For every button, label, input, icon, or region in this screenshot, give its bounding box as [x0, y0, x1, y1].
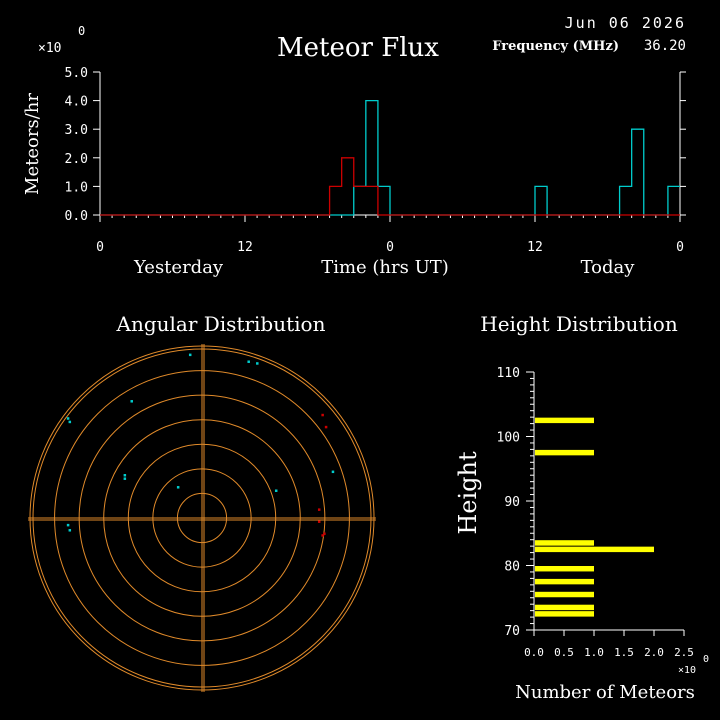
- flux-series-line-1: [100, 157, 680, 216]
- flux-bar: [366, 186, 378, 215]
- flux-bar: [354, 186, 366, 215]
- angular-point: [331, 470, 335, 474]
- height-bar: [535, 566, 594, 572]
- height-title: Height Distribution: [480, 312, 678, 336]
- angular-point: [66, 417, 70, 420]
- angular-point: [68, 529, 72, 532]
- angular-point: [323, 532, 326, 535]
- angular-point: [317, 520, 321, 523]
- flux-bar: [535, 186, 547, 215]
- frequency-value: 36.20: [644, 38, 686, 54]
- angular-point: [274, 489, 278, 492]
- height-bar: [535, 611, 594, 617]
- flux-bar: [366, 101, 378, 215]
- flux-y-tick-label: 5.0: [65, 66, 88, 81]
- height-bar: [535, 578, 594, 585]
- flux-chart: Meteor Flux ×10 0 Meteors/hr Time (hrs U…: [22, 24, 686, 278]
- height-bar: [535, 449, 594, 456]
- flux-y-tick-label: 1.0: [65, 180, 88, 195]
- angular-title: Angular Distribution: [116, 312, 326, 336]
- flux-x-axis-label: Time (hrs UT): [321, 257, 449, 278]
- flux-x-tick-label: 0: [386, 240, 394, 255]
- angular-point: [68, 420, 72, 424]
- height-y-axis-label: Height: [454, 451, 482, 535]
- flux-y-tick-label: 4.0: [65, 95, 88, 110]
- height-axes: 70 80 90 100 110 0.0 0.5 1.0 1.5 2.0 2.5: [497, 366, 694, 659]
- height-x-tick-label: 1.5: [614, 646, 634, 659]
- flux-series: [100, 99, 680, 216]
- flux-title: Meteor Flux: [277, 33, 439, 63]
- height-y-tick-label: 80: [504, 560, 520, 575]
- flux-bar: [330, 186, 342, 215]
- angular-point: [130, 400, 133, 403]
- height-bars: [535, 417, 654, 617]
- angular-point: [188, 353, 192, 357]
- flux-y-multiplier-exponent: 0: [78, 24, 85, 38]
- angular-point: [123, 477, 127, 480]
- flux-y-tick-label: 3.0: [65, 123, 88, 138]
- angular-point: [324, 425, 328, 429]
- height-x-tick-label: 2.5: [674, 646, 694, 659]
- flux-x-tick-label: 12: [237, 240, 253, 255]
- height-y-tick-label: 90: [504, 495, 520, 510]
- height-x-tick-label: 0.0: [524, 646, 544, 659]
- flux-day-label: Yesterday: [133, 257, 224, 278]
- height-bar: [535, 604, 594, 611]
- height-x-multiplier-exponent: 0: [703, 654, 709, 665]
- angular-point: [317, 508, 321, 511]
- angular-point: [66, 523, 70, 527]
- flux-bar: [632, 129, 644, 215]
- flux-y-axis-label: Meteors/hr: [22, 93, 43, 195]
- height-chart: Height Distribution Height Number of Met…: [454, 312, 709, 703]
- height-y-tick-label: 100: [497, 431, 520, 446]
- flux-bar: [378, 186, 390, 215]
- angular-points: [66, 353, 335, 537]
- flux-day-label: Today: [581, 257, 636, 278]
- flux-bar: [354, 186, 366, 215]
- flux-y-tick-label: 2.0: [65, 152, 88, 167]
- angular-point: [256, 362, 259, 365]
- height-x-axis-label: Number of Meteors: [515, 682, 695, 703]
- flux-y-tick-label: 0.0: [65, 209, 88, 224]
- angular-chart: Angular Distribution: [28, 312, 376, 692]
- height-x-tick-label: 0.5: [554, 646, 574, 659]
- flux-x-tick-label: 0: [676, 240, 684, 255]
- flux-bar: [668, 186, 680, 215]
- height-x-tick-label: 2.0: [644, 646, 664, 659]
- height-bar: [535, 546, 654, 553]
- height-x-tick-label: 1.0: [584, 646, 604, 659]
- flux-y-multiplier: ×10: [38, 41, 61, 56]
- flux-bar: [342, 158, 354, 215]
- angular-point: [123, 474, 127, 477]
- flux-x-tick-label: 12: [527, 240, 543, 255]
- date-label: Jun 06 2026: [565, 14, 686, 32]
- height-x-multiplier: ×10: [678, 665, 696, 676]
- angular-point: [321, 413, 324, 417]
- height-bar: [535, 540, 594, 546]
- height-bar: [535, 591, 594, 598]
- height-bar: [535, 417, 594, 424]
- flux-x-tick-label: 0: [96, 240, 104, 255]
- flux-series-line-0: [100, 99, 680, 216]
- flux-ticks: 0.0 1.0 2.0 3.0 4.0 5.0 0 12 0 12 0 Yesterday Today: [65, 66, 686, 278]
- height-y-tick-label: 70: [504, 624, 520, 639]
- angular-rings: [28, 344, 376, 692]
- angular-point: [321, 534, 324, 537]
- angular-point: [247, 360, 250, 363]
- height-y-tick-label: 110: [497, 366, 520, 381]
- frequency-label: Frequency (MHz): [492, 39, 619, 54]
- flux-bar: [620, 186, 632, 215]
- angular-point: [176, 486, 180, 489]
